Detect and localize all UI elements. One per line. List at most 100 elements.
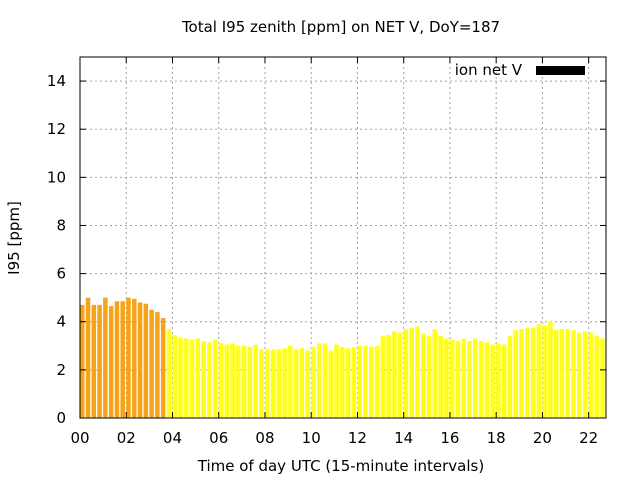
x-tick-label: 10 <box>302 429 321 447</box>
bar <box>322 343 328 418</box>
bar <box>392 331 397 418</box>
bar <box>218 343 224 418</box>
bar <box>126 297 131 418</box>
bar <box>270 349 276 418</box>
bar <box>444 338 449 418</box>
bar <box>600 338 605 418</box>
x-tick-label: 12 <box>348 429 367 447</box>
bar <box>311 347 316 418</box>
bar <box>496 343 501 418</box>
bar <box>397 332 403 418</box>
bar <box>91 304 97 418</box>
bar <box>455 340 461 418</box>
bar <box>195 338 201 418</box>
legend: ion net V <box>455 61 585 79</box>
chart-title: Total I95 zenith [ppm] on NET V, DoY=187 <box>181 18 500 36</box>
x-tick-label: 00 <box>70 429 89 447</box>
bar <box>369 347 374 418</box>
bar <box>155 312 160 418</box>
bar <box>264 349 270 418</box>
bar <box>577 332 582 418</box>
x-tick-label: 20 <box>533 429 552 447</box>
bar <box>588 332 594 418</box>
bars <box>80 297 605 418</box>
bar <box>201 340 206 418</box>
bar <box>345 348 351 418</box>
bar <box>386 334 391 418</box>
bar <box>253 344 258 418</box>
bar <box>478 340 484 418</box>
bar <box>536 324 542 418</box>
bar <box>582 331 588 418</box>
legend-swatch <box>536 66 585 75</box>
bar <box>137 302 143 418</box>
y-tick-label: 6 <box>56 265 66 283</box>
bar <box>380 336 386 418</box>
y-axis-label: I95 [ppm] <box>5 201 23 275</box>
bar <box>97 304 102 418</box>
y-tick-label: 10 <box>47 168 66 186</box>
bar <box>236 345 241 418</box>
bar <box>525 327 530 418</box>
bar <box>484 342 490 418</box>
bar <box>259 349 264 418</box>
x-tick-label: 04 <box>163 429 182 447</box>
bar <box>426 336 432 418</box>
bar <box>565 328 571 418</box>
bar <box>374 345 380 418</box>
bar <box>305 350 310 418</box>
x-tick-label: 14 <box>394 429 413 447</box>
bar <box>103 297 108 418</box>
bar <box>490 344 495 418</box>
bar <box>80 304 85 418</box>
bar <box>184 338 189 418</box>
y-tick-label: 12 <box>47 120 66 138</box>
bar <box>224 344 230 418</box>
bar <box>172 334 177 418</box>
x-tick-label: 08 <box>255 429 274 447</box>
bar <box>108 306 114 418</box>
x-tick-label: 18 <box>487 429 506 447</box>
bar <box>334 344 339 418</box>
plot-frame <box>79 56 607 419</box>
bar <box>513 330 519 418</box>
bar <box>409 327 414 418</box>
y-tick-label: 14 <box>47 72 66 90</box>
bar <box>548 321 553 418</box>
bar <box>293 349 299 418</box>
bar <box>166 328 172 418</box>
legend-label: ion net V <box>455 61 523 79</box>
bar <box>594 336 599 418</box>
bar <box>160 318 166 418</box>
bar <box>143 303 149 418</box>
bar <box>230 343 235 418</box>
bar <box>212 339 218 418</box>
bar <box>241 345 247 418</box>
bar <box>247 347 253 418</box>
y-tick-label: 8 <box>56 216 66 234</box>
bar <box>559 328 565 418</box>
bar <box>449 339 455 418</box>
bar <box>530 327 536 418</box>
bar <box>351 347 357 418</box>
bar <box>461 338 467 418</box>
bar <box>415 326 420 418</box>
bar <box>132 298 137 418</box>
bar <box>357 345 362 418</box>
bar <box>85 297 91 418</box>
x-tick-label: 22 <box>579 429 598 447</box>
bar <box>282 348 287 418</box>
y-tick-label: 0 <box>56 409 66 427</box>
x-tick-label: 06 <box>209 429 228 447</box>
bar <box>507 336 513 418</box>
x-tick-label: 16 <box>440 429 459 447</box>
bar <box>149 309 154 418</box>
bar <box>438 336 443 418</box>
bar <box>542 325 547 418</box>
bar <box>120 301 125 418</box>
bar <box>421 333 426 418</box>
bar <box>328 350 334 418</box>
bar <box>276 349 282 418</box>
bar <box>340 347 345 418</box>
